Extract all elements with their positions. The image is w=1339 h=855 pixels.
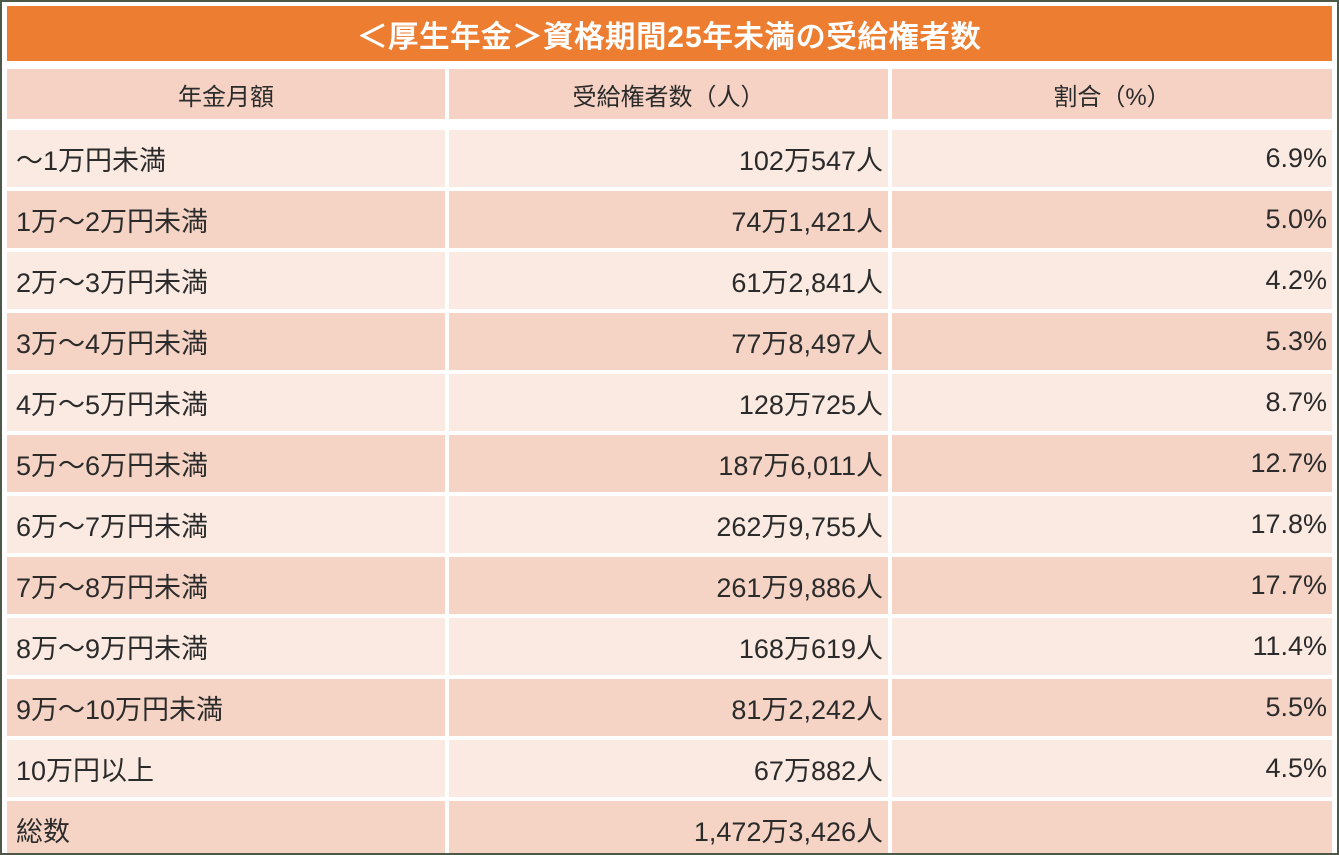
total-row-percentage: [892, 801, 1332, 853]
total-row-count: 1,472万3,426人: [449, 801, 888, 853]
row-percentage: 6.9%: [892, 130, 1332, 187]
row-label: 5万～6万円未満: [7, 435, 445, 492]
column-header-recipients-count: 受給権者数（人）: [449, 69, 888, 119]
row-label: 2万～3万円未満: [7, 252, 445, 309]
row-percentage: 8.7%: [892, 374, 1332, 431]
row-label: 8万～9万円未満: [7, 618, 445, 675]
table-title-bar: ＜厚生年金＞資格期間25年未満の受給権者数: [7, 6, 1332, 61]
row-percentage: 17.7%: [892, 557, 1332, 614]
row-percentage: 5.3%: [892, 313, 1332, 370]
row-label: 6万～7万円未満: [7, 496, 445, 553]
row-label: 3万～4万円未満: [7, 313, 445, 370]
row-percentage: 5.0%: [892, 191, 1332, 248]
row-label: 7万～8万円未満: [7, 557, 445, 614]
row-count: 67万882人: [449, 740, 888, 797]
row-count: 262万9,755人: [449, 496, 888, 553]
row-percentage: 4.2%: [892, 252, 1332, 309]
row-count: 261万9,886人: [449, 557, 888, 614]
pension-table: 年金月額 受給権者数（人） 割合（%） ～1万円未満 102万547人 6.9%…: [7, 69, 1332, 853]
row-label: 4万～5万円未満: [7, 374, 445, 431]
row-label: 1万～2万円未満: [7, 191, 445, 248]
row-count: 81万2,242人: [449, 679, 888, 736]
column-header-pension-monthly-amount: 年金月額: [7, 69, 445, 119]
row-count: 128万725人: [449, 374, 888, 431]
row-percentage: 5.5%: [892, 679, 1332, 736]
row-count: 61万2,841人: [449, 252, 888, 309]
row-label: ～1万円未満: [7, 130, 445, 187]
row-count: 77万8,497人: [449, 313, 888, 370]
row-count: 74万1,421人: [449, 191, 888, 248]
row-percentage: 4.5%: [892, 740, 1332, 797]
row-count: 187万6,011人: [449, 435, 888, 492]
total-row-label: 総数: [7, 801, 445, 853]
row-label: 9万～10万円未満: [7, 679, 445, 736]
table-title: ＜厚生年金＞資格期間25年未満の受給権者数: [357, 20, 982, 54]
column-header-percentage: 割合（%）: [892, 69, 1332, 119]
row-label: 10万円以上: [7, 740, 445, 797]
row-count: 102万547人: [449, 130, 888, 187]
row-percentage: 11.4%: [892, 618, 1332, 675]
row-count: 168万619人: [449, 618, 888, 675]
row-percentage: 12.7%: [892, 435, 1332, 492]
row-percentage: 17.8%: [892, 496, 1332, 553]
